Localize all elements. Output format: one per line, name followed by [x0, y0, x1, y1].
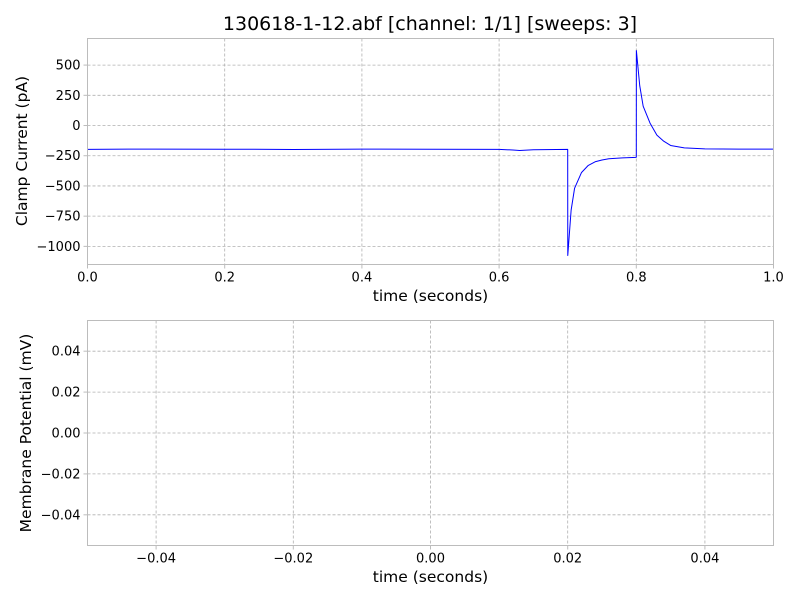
- current-panel: 0.0 0.2 0.4 0.6 0.8 1.0 500 250 0 −250 −500 −750 −10…: [13, 38, 784, 305]
- x-axis-label: time (seconds): [373, 287, 488, 305]
- chart-title: 130618-1-12.abf [channel: 1/1] [sweeps: …: [223, 13, 637, 35]
- x-axis-label: time (seconds): [373, 568, 488, 586]
- y-tick-label: 0.00: [52, 427, 81, 442]
- y-tick-label: −250: [45, 149, 81, 164]
- y-tick-label: −0.02: [41, 467, 81, 482]
- y-axis-label: Membrane Potential (mV): [17, 334, 35, 533]
- y-tick-label: −500: [45, 179, 81, 194]
- x-tick-label: 0.8: [626, 271, 647, 286]
- y-tick-label: 0: [72, 119, 80, 134]
- x-tick-label: 0.2: [214, 271, 235, 286]
- x-tick-label: −0.02: [273, 552, 313, 567]
- y-tick-label: 0.02: [52, 386, 81, 401]
- y-tick-label: −750: [45, 210, 81, 225]
- current-trace-line: [87, 50, 774, 256]
- y-tick-label: −0.04: [41, 508, 81, 523]
- x-tick-label: 0.4: [352, 271, 373, 286]
- y-tick-label: 500: [56, 59, 81, 74]
- plot-frame: [87, 320, 774, 546]
- x-tick-label: −0.04: [136, 552, 176, 567]
- y-axis-label: Clamp Current (pA): [13, 76, 31, 226]
- x-tick-label: 0.00: [416, 552, 445, 567]
- x-tick-label: 1.0: [763, 271, 784, 286]
- x-tick-label: 0.02: [553, 552, 582, 567]
- x-tick-label: 0.04: [690, 552, 719, 567]
- y-tick-label: 250: [56, 89, 81, 104]
- potential-panel: −0.04 −0.02 0.00 0.02 0.04 0.04 0.02 0.00 −0.02 −…: [17, 320, 774, 586]
- y-tick-label: −1000: [37, 240, 81, 255]
- y-tick-label: 0.04: [52, 345, 81, 360]
- x-tick-label: 0.6: [489, 271, 510, 286]
- plot-frame: [87, 38, 774, 265]
- x-tick-label: 0.0: [77, 271, 98, 286]
